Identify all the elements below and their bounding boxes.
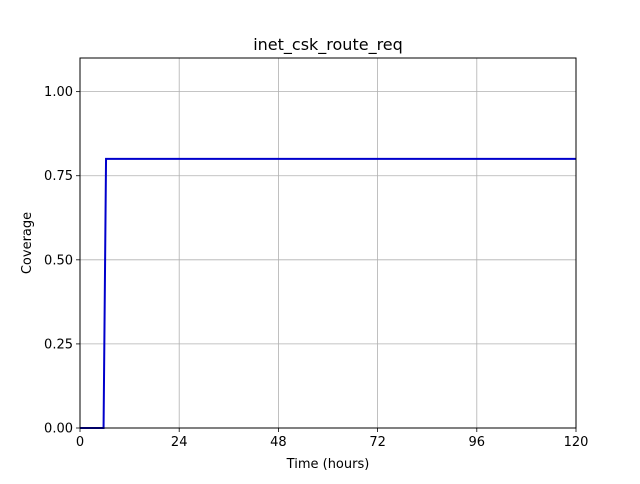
x-tick-label: 96 — [469, 435, 486, 450]
plot-frame — [79, 57, 577, 429]
x-tick-label: 24 — [171, 435, 188, 450]
grid-layer — [79, 58, 577, 429]
tick-layer: 0 24 48 72 96 120 0.00 0.25 0.50 0.75 1.00 — [44, 85, 588, 450]
chart-title: inet_csk_route_req — [253, 35, 403, 55]
y-tick-label: 1.00 — [44, 85, 73, 100]
y-tick-label: 0.75 — [44, 169, 73, 184]
plot-area — [80, 58, 576, 428]
x-tick-label: 0 — [76, 435, 84, 450]
y-tick-label: 0.25 — [44, 337, 73, 352]
x-axis-label: Time (hours) — [286, 457, 370, 472]
x-tick-label: 48 — [270, 435, 287, 450]
y-tick-label: 0.50 — [44, 253, 73, 268]
x-tick-label: 120 — [564, 435, 589, 450]
y-axis-label: Coverage — [20, 212, 35, 274]
y-tick-label: 0.00 — [44, 422, 73, 437]
x-tick-label: 72 — [369, 435, 386, 450]
